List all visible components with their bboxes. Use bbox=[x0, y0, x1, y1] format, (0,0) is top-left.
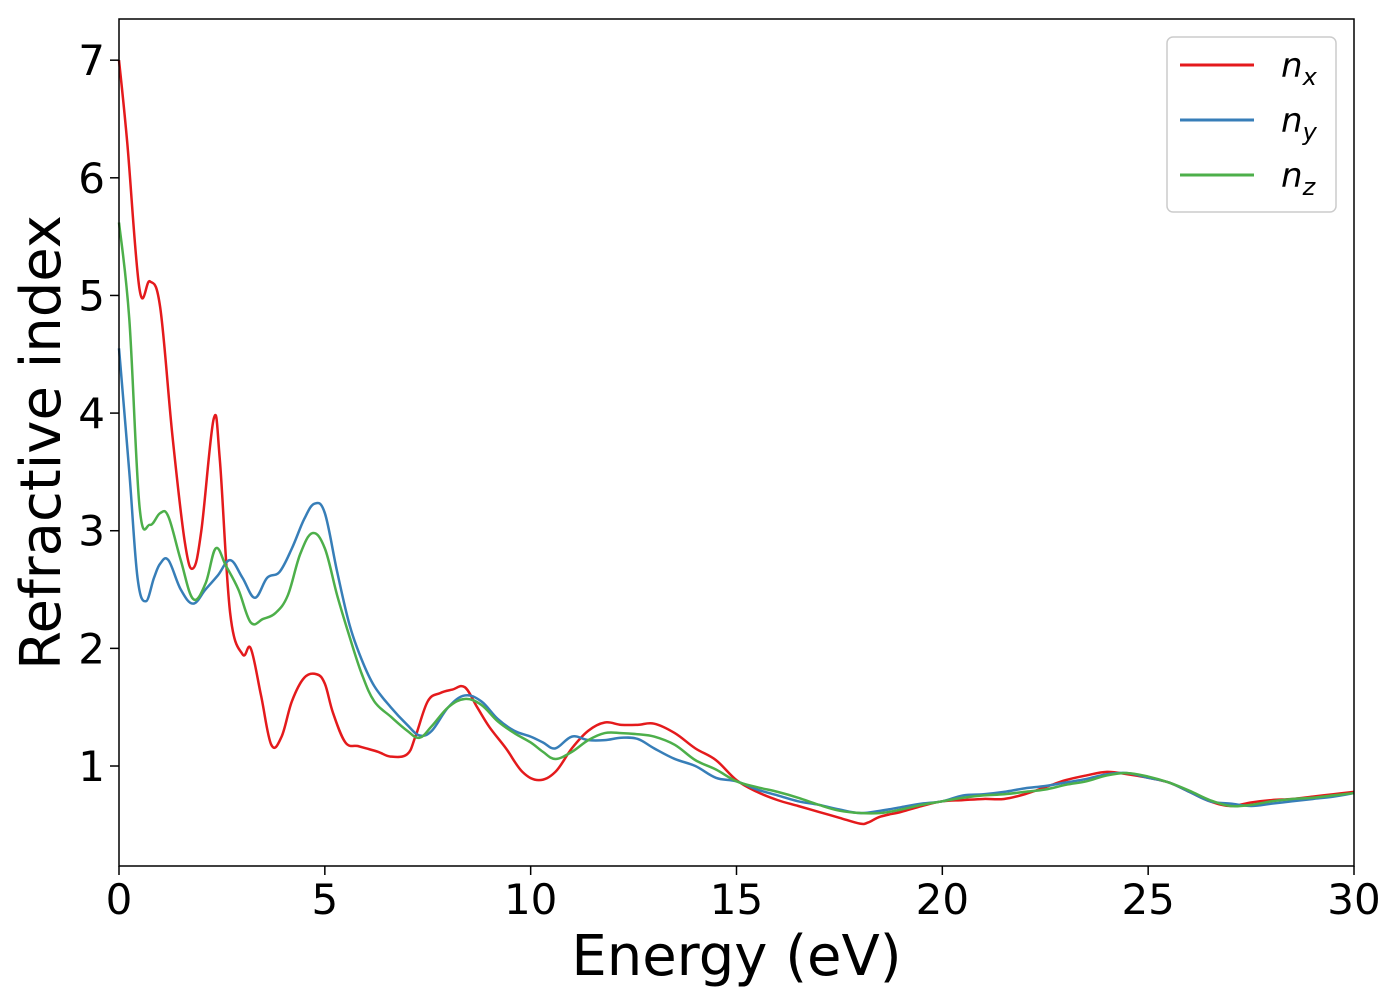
y-tick-label: 7 bbox=[78, 36, 105, 85]
legend-label: nx bbox=[1281, 46, 1318, 91]
y-tick-label: 1 bbox=[78, 742, 105, 791]
legend-item-ny: ny bbox=[1180, 101, 1318, 146]
plot-area bbox=[119, 19, 1354, 866]
y-axis: 1 2 3 4 5 6 7 bbox=[78, 36, 119, 791]
x-axis-title: Energy (eV) bbox=[571, 924, 901, 989]
series-line-nx bbox=[117, 60, 1355, 826]
x-tick-label: 30 bbox=[1327, 875, 1380, 924]
legend-box bbox=[1166, 36, 1337, 213]
legend-label: nz bbox=[1281, 156, 1317, 201]
x-tick-label: 10 bbox=[504, 875, 557, 924]
y-tick-label: 2 bbox=[78, 624, 105, 673]
y-axis-title: Refractive index bbox=[9, 215, 74, 670]
x-axis: 0 5 10 15 20 25 30 bbox=[106, 866, 1381, 924]
series-layer bbox=[117, 60, 1355, 826]
y-tick-label: 4 bbox=[78, 389, 105, 438]
legend-label: ny bbox=[1281, 101, 1318, 146]
legend: nx ny nz bbox=[1166, 36, 1337, 213]
x-tick-label: 15 bbox=[710, 875, 763, 924]
legend-item-nx: nx bbox=[1180, 46, 1318, 91]
legend-item-nz: nz bbox=[1180, 156, 1317, 201]
x-tick-label: 5 bbox=[311, 875, 338, 924]
x-tick-label: 25 bbox=[1121, 875, 1174, 924]
series-line-nz bbox=[117, 222, 1355, 815]
x-tick-label: 0 bbox=[106, 875, 133, 924]
x-tick-label: 20 bbox=[916, 875, 969, 924]
y-tick-label: 6 bbox=[78, 154, 105, 203]
y-tick-label: 5 bbox=[78, 271, 105, 320]
y-tick-label: 3 bbox=[78, 507, 105, 556]
